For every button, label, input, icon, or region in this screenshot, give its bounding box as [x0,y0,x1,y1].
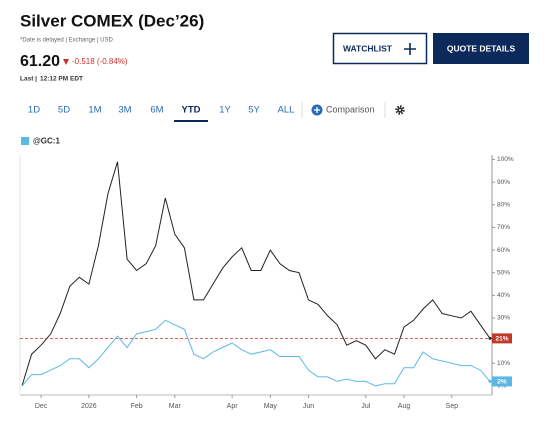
range-tab[interactable]: 5D [58,105,70,116]
range-tabs: 1D 5D 1M 3M 6M YTD 1Y 5Y ALL [28,105,295,122]
comparison-button[interactable]: Comparison [311,104,375,116]
delay-note: *Date is delayed | Exchange | USD [20,38,114,44]
x-tick-label: Dec [35,403,48,410]
series-line [21,161,491,387]
quote-box[interactable] [433,33,529,64]
watchlist-button[interactable]: WATCHLIST [332,32,428,65]
x-tick-label: May [264,403,278,410]
y-tick-label: 40% [497,292,510,299]
y-tick-label: 80% [497,202,510,209]
quote-button[interactable]: QUOTE DETAILS [433,33,529,64]
last-point [488,379,492,383]
range-tab[interactable]: 1D [28,105,40,116]
y-tick-label: 50% [497,269,510,276]
legend-swatch [21,137,29,145]
range-tab[interactable]: 5Y [248,105,260,116]
down-arrow [63,59,69,65]
y-tick-label: 60% [497,247,510,254]
y-tick-label: 10% [497,360,510,367]
last-time: 12:12 PM EDT [40,76,83,83]
y-tick-label: 90% [497,179,510,186]
range-tab[interactable]: 3M [118,105,131,116]
x-tick-label: Aug [398,403,411,410]
value-tag [492,333,512,344]
gear-hole[interactable] [399,109,401,111]
value-tag [492,376,512,387]
x-tick-label: Jun [303,403,314,410]
change: -0.518 (-0.84%) [72,57,128,66]
comparison-plus[interactable] [314,107,320,113]
legend-label: @GC:1 [33,137,60,146]
last-point [488,336,492,340]
x-tick-label: Sep [446,403,459,410]
last-label: Last | [20,76,37,83]
x-tick-label: 2026 [81,403,97,410]
x-tick-label: Mar [169,403,182,410]
range-tab[interactable]: YTD [182,105,201,116]
range-tab[interactable]: 1Y [219,105,231,116]
value-tag-label: 2% [497,379,507,386]
plus-icon[interactable] [404,43,416,55]
title: Silver COMEX (Dec’26) [20,11,204,30]
x-tick-label: Jul [361,403,370,410]
x-tick-label: Feb [131,403,143,410]
y-tick-label: 70% [497,224,510,231]
y-tick-label: 30% [497,315,510,322]
x-tick-label: Apr [227,403,239,410]
range-tab[interactable]: 1M [88,105,101,116]
series-line [21,319,491,387]
range-tab[interactable]: ALL [278,105,295,116]
watchlist-label[interactable]: WATCHLIST [343,43,393,53]
value-tag-label: 21% [495,336,508,343]
y-tick-label: 100% [497,156,514,163]
chart: @GC:10%10%20%30%40%50%60%70%80%90%100%De… [19,137,514,410]
range-tab[interactable]: 6M [150,105,163,116]
settings-button[interactable] [395,105,405,115]
comparison-label[interactable]: Comparison [326,104,375,114]
quote-label[interactable]: QUOTE DETAILS [447,43,516,53]
price: 61.20 [20,53,60,70]
